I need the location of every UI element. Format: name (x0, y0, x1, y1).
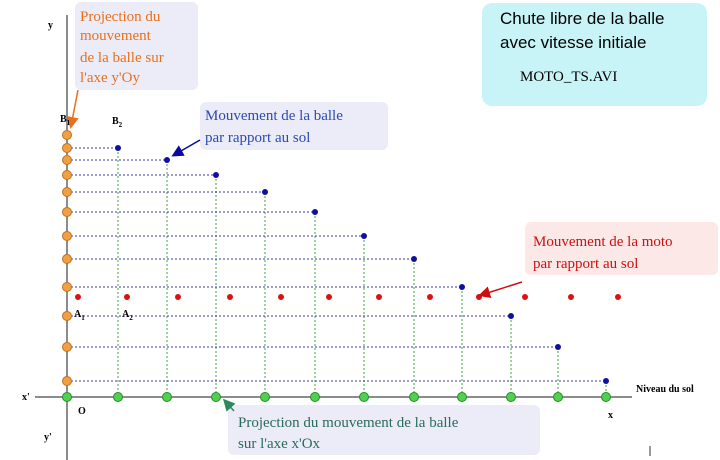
note-box (200, 102, 388, 150)
x-projection-dot (553, 392, 563, 402)
title-box (482, 3, 707, 106)
file-name: MOTO_TS.AVI (520, 69, 617, 85)
ball-dot (555, 344, 561, 350)
note-line: sur l'axe x'Ox (238, 436, 321, 452)
y-projection-dot (62, 170, 72, 180)
y-projection-dot (62, 254, 72, 264)
y-projection-dot (62, 231, 72, 241)
arrow (66, 89, 79, 129)
note-line: Projection du mouvement de la balle (238, 415, 459, 431)
x-projection-dot (211, 392, 221, 402)
note-line: par rapport au sol (205, 130, 310, 146)
ball-dot (459, 284, 465, 290)
x-projection-dot (62, 392, 72, 402)
note-line: l'axe y'Oy (80, 70, 140, 86)
note: Mouvement de la moto par rapport au sol (533, 234, 673, 272)
point-label: B1 (60, 114, 71, 127)
ball-dot (262, 189, 268, 195)
note-line: de la balle sur (80, 50, 164, 66)
ball-dot (312, 209, 318, 215)
point-label: A2 (122, 309, 133, 322)
note-box (525, 222, 718, 275)
arrow (478, 281, 523, 298)
point-label: A1 (74, 309, 85, 322)
point-label: B2 (112, 116, 123, 129)
moto-dot (568, 294, 574, 300)
y-projection-dot (62, 207, 72, 217)
y-projection-dot (62, 311, 72, 321)
y-projection-dot (62, 342, 72, 352)
moto-dot (427, 294, 433, 300)
x-projection-dot (506, 392, 516, 402)
axis-label: Niveau du sol (636, 384, 694, 395)
x-projection-dot (310, 392, 320, 402)
moto-dot (522, 294, 528, 300)
moto-dot (124, 294, 130, 300)
note-line: Projection du (80, 9, 161, 25)
note-line: mouvement (80, 28, 152, 44)
y-projection-dot (62, 130, 72, 140)
note-line: Mouvement de la moto (533, 234, 673, 250)
ball-dot (411, 256, 417, 262)
title-line: avec vitesse initiale (500, 33, 646, 52)
arrow (222, 398, 236, 412)
note-box (228, 405, 540, 455)
moto-dot (75, 294, 81, 300)
x-projection-dot (457, 392, 467, 402)
x-projection-dot (359, 392, 369, 402)
axis-label: y (48, 20, 53, 31)
x-projection-dot (260, 392, 270, 402)
ball-dot (603, 378, 609, 384)
moto-dot (326, 294, 332, 300)
ball-dot (361, 233, 367, 239)
moto-dot (175, 294, 181, 300)
axis-label: O (78, 406, 86, 417)
axis-label: x (608, 410, 613, 421)
x-projection-dot (601, 392, 611, 402)
note: Projection du mouvement de la balle sur … (238, 415, 459, 452)
y-projection-dot (62, 282, 72, 292)
moto-dot (278, 294, 284, 300)
x-projection-dot (113, 392, 123, 402)
moto-dot (376, 294, 382, 300)
note-line: Mouvement de la balle (205, 108, 343, 124)
note-line: par rapport au sol (533, 256, 638, 272)
y-projection-dot (62, 376, 72, 386)
arrow (171, 139, 201, 157)
ball-dot (115, 145, 121, 151)
figure (35, 15, 632, 460)
axis-label: x' (22, 392, 30, 403)
title-line: Chute libre de la balle (500, 9, 664, 28)
moto-dot (615, 294, 621, 300)
ball-dot (164, 157, 170, 163)
moto-dot (227, 294, 233, 300)
ball-dot (213, 172, 219, 178)
axis-label: y' (44, 432, 52, 443)
note: Projection du mouvement de la balle sur … (80, 9, 164, 86)
note-box (75, 2, 198, 90)
x-projection-dot (162, 392, 172, 402)
y-projection-dot (62, 143, 72, 153)
ball-dot (508, 313, 514, 319)
y-projection-dot (62, 187, 72, 197)
note: Mouvement de la balle par rapport au sol (205, 108, 343, 146)
y-projection-dot (62, 155, 72, 165)
x-projection-dot (409, 392, 419, 402)
